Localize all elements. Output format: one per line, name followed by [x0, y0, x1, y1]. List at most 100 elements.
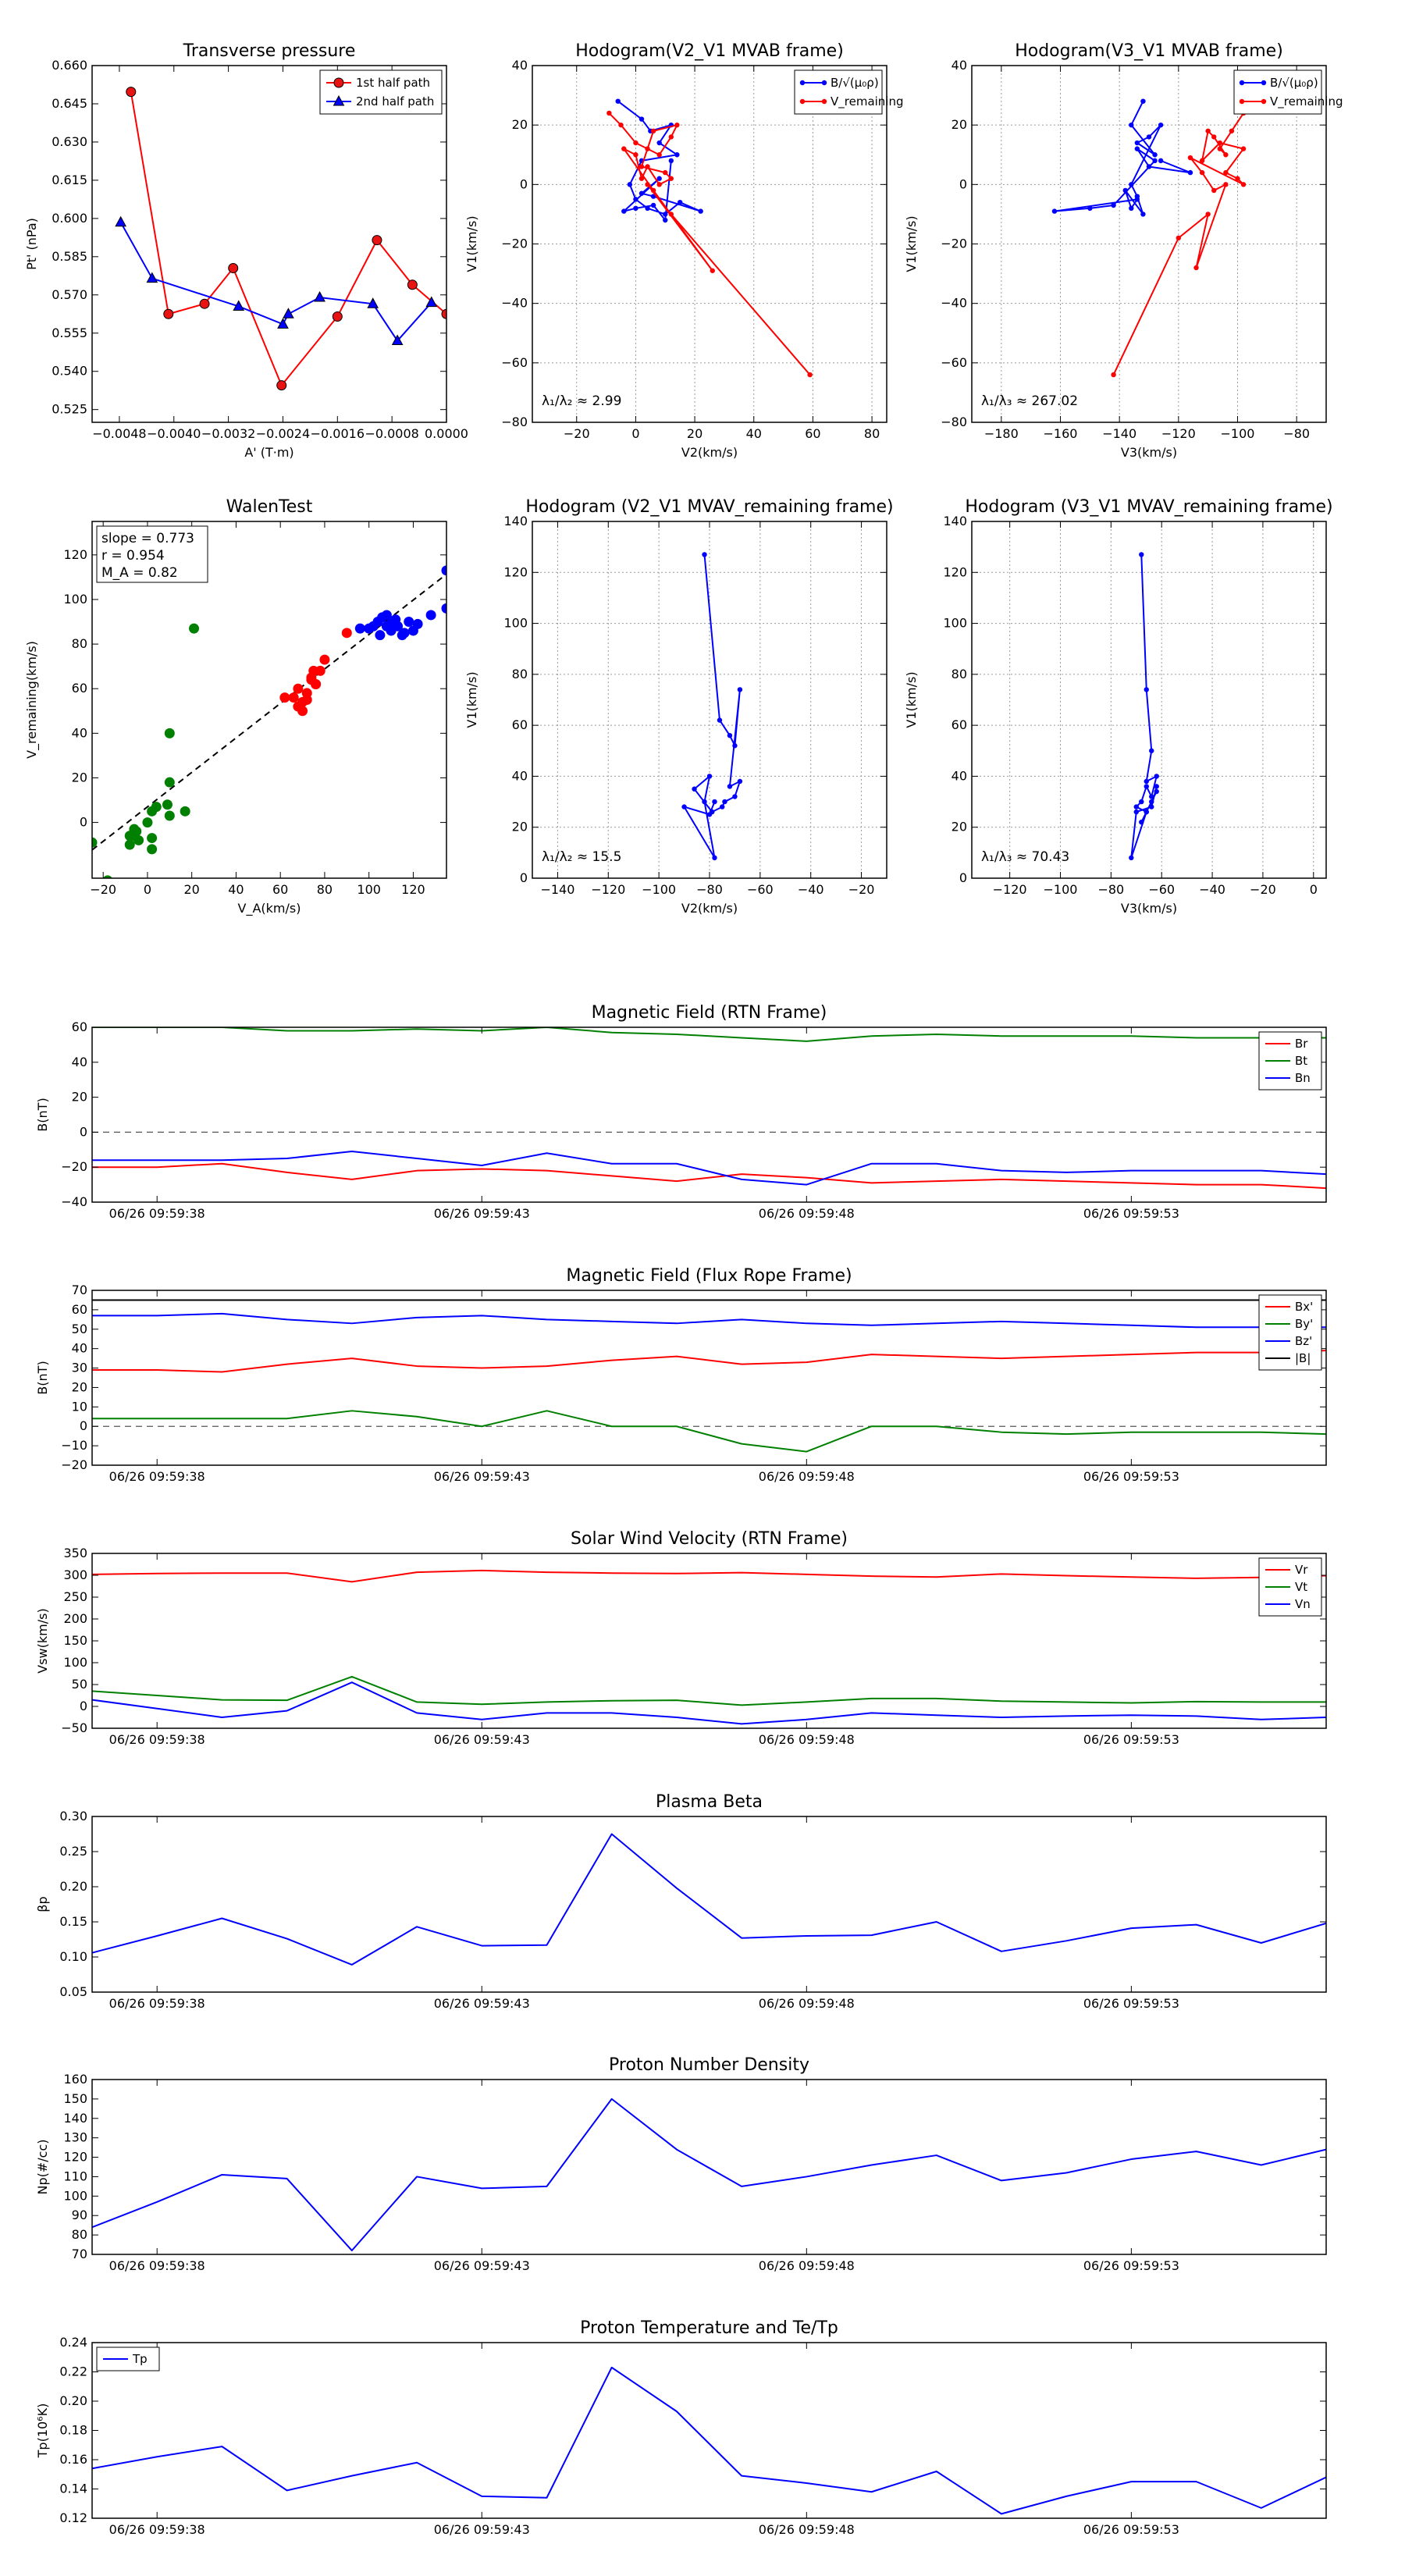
chart-h1-series-v-remaining-point: [645, 182, 650, 187]
chart-np-series-np-line: [92, 2097, 1326, 2252]
chart-h1-xtick-label: −20: [564, 426, 590, 441]
chart-h2: Hodogram(V3_V1 MVAB frame) −80 −60 −40 −20 0 2…: [904, 41, 1343, 460]
chart-beta-xtick-label: 06/26 09:59:48: [759, 1996, 855, 2011]
chart-h3-series-path-point: [681, 804, 687, 809]
chart-walen-annotation-line: M_A = 0.82: [101, 565, 178, 581]
chart-vsw: Solar Wind Velocity (RTN Frame) −50 0 50 100…: [35, 1529, 1327, 1747]
chart-h1-series-v-remaining-point: [668, 176, 674, 181]
chart-np-ytick-label: 90: [72, 2208, 87, 2222]
chart-bfield-ytick-label: 60: [72, 1019, 87, 1034]
chart-h1-legend-marker: [821, 98, 827, 105]
chart-tp-data: [92, 2366, 1326, 2515]
chart-h2-series-b-point: [1140, 98, 1146, 104]
chart-h1-ytick-label: 40: [512, 58, 528, 73]
chart-h3-xtick-label: −120: [591, 882, 625, 897]
chart-tp-axes-frame: [91, 2342, 1327, 2519]
chart-tp-series-tp-line: [92, 2366, 1326, 2515]
chart-h2-legend-marker: [1239, 80, 1245, 86]
chart-h3-xtick-label: −20: [848, 882, 875, 897]
chart-pt-ytick-label: 0.525: [52, 402, 87, 417]
chart-walen-series-red-point: [301, 695, 312, 705]
chart-vsw-series-vt-line: [92, 1675, 1326, 1706]
chart-pt-xtick-label: −0.0008: [365, 426, 418, 441]
chart-h1-series-v-remaining-point: [650, 187, 656, 194]
chart-vsw-legend-label: Vn: [1295, 1597, 1311, 1611]
chart-h2-xtick-label: −100: [1221, 426, 1255, 441]
chart-h3-series-path-point: [712, 799, 717, 805]
chart-walen-xtick-label: 20: [184, 882, 200, 897]
chart-np-ytick-label: 70: [72, 2247, 87, 2261]
chart-walen-series-green-point: [147, 833, 158, 844]
chart-walen-xtick-label: −20: [90, 882, 116, 897]
chart-h4-series-path-point: [1139, 799, 1144, 805]
chart-h2-series-b-point: [1152, 158, 1158, 164]
chart-bfield-ytick-label: 20: [72, 1090, 87, 1105]
chart-h2-series-v-remaining-point: [1223, 182, 1229, 187]
chart-h3-series-path-point: [737, 687, 743, 692]
chart-h4-ytick-label: 140: [943, 514, 967, 528]
chart-pt-series-2nd-half-path-point: [367, 297, 379, 308]
chart-bflux-ytick-label: 0: [80, 1418, 87, 1433]
chart-bflux-legend-label: |B|: [1295, 1351, 1311, 1365]
chart-bflux-legend-label: By': [1295, 1317, 1313, 1331]
chart-h1-series-v-remaining-point: [638, 164, 645, 169]
chart-h3-series-path-point: [727, 733, 733, 738]
chart-beta-xtick-label: 06/26 09:59:43: [434, 1996, 530, 2011]
chart-walen-series-green-point: [92, 837, 98, 848]
chart-h1-series-b-point: [650, 202, 656, 208]
chart-tp-xtick-label: 06/26 09:59:53: [1083, 2522, 1179, 2537]
chart-h1-series-v-remaining-point: [710, 268, 715, 273]
chart-walen-series-blue-point: [399, 628, 410, 639]
chart-h2-series-v-remaining-point: [1199, 169, 1205, 176]
chart-h1-ytick-label: 20: [512, 117, 528, 132]
chart-h1-ytick-label: 0: [520, 176, 528, 191]
chart-bfield-legend-label: Br: [1295, 1037, 1308, 1051]
chart-h4-series-path-point: [1139, 552, 1144, 557]
chart-h4-series-path-point: [1154, 774, 1159, 779]
chart-walen-series-green-point: [142, 817, 153, 828]
chart-walen-series-blue-point: [381, 610, 392, 621]
chart-h4-series-path-point: [1149, 794, 1154, 799]
chart-h3-series-path-point: [692, 786, 697, 792]
chart-h1-ytick-label: −20: [501, 237, 528, 251]
chart-h4-xtick-label: −100: [1044, 882, 1078, 897]
chart-bfield-ylabel: B(nT): [35, 1098, 50, 1131]
chart-pt-series-1st-half-path-point: [407, 279, 418, 290]
chart-h2-ytick-label: −80: [941, 415, 967, 429]
chart-h1-legend: [794, 69, 883, 115]
chart-h2-series-b-point: [1158, 122, 1164, 128]
chart-walen-ytick-label: 100: [63, 592, 87, 607]
chart-pt-xtick-label: 0.0000: [425, 426, 468, 441]
chart-walen-annotation-box: [96, 525, 208, 583]
chart-h3-xtick-label: −100: [642, 882, 676, 897]
chart-h4-series-path-point: [1139, 819, 1144, 825]
chart-h4-series-path-line: [1130, 554, 1158, 859]
chart-walen-series-red-point: [306, 674, 317, 685]
chart-tp-ytick-label: 0.16: [59, 2452, 87, 2467]
chart-walen-series-blue-point: [441, 603, 446, 614]
chart-h4-ytick-label: 0: [959, 870, 967, 885]
chart-pt-series-1st-half-path-point: [126, 87, 137, 98]
chart-pt-ytick-label: 0.660: [52, 58, 87, 73]
chart-walen-series-green-point: [129, 824, 140, 834]
chart-pt-series-1st-half-path-point: [372, 235, 382, 246]
chart-pt-series-1st-half-path-point: [332, 311, 343, 322]
chart-vsw-ytick-label: 150: [63, 1633, 87, 1648]
chart-h4-series-path-point: [1133, 804, 1139, 809]
chart-pt-series-1st-half-path-point: [163, 308, 174, 319]
chart-walen-series-blue-point: [441, 565, 446, 576]
chart-walen-series-green-point: [164, 777, 175, 788]
chart-pt: Transverse pressure 0.525 0.540 0.555 0.570 0…: [24, 41, 468, 460]
chart-np-ytick-label: 100: [63, 2188, 87, 2203]
chart-h2-series-b-point: [1146, 134, 1152, 140]
chart-h3-title: Hodogram (V2_V1 MVAV_remaining frame): [525, 497, 893, 517]
chart-np-ytick-label: 160: [63, 2072, 87, 2087]
chart-pt-ytick-label: 0.645: [52, 96, 87, 111]
chart-bflux-ytick-label: 70: [72, 1283, 87, 1297]
chart-h2-series-b-point: [1134, 140, 1140, 146]
chart-pt-xtick-label: −0.0040: [147, 426, 201, 441]
chart-h1-series-b-point: [615, 98, 621, 104]
chart-vsw-series-vr-line: [92, 1569, 1326, 1583]
chart-walen-ytick-label: 0: [80, 815, 87, 830]
chart-h1-series-v-remaining-point: [663, 169, 668, 176]
